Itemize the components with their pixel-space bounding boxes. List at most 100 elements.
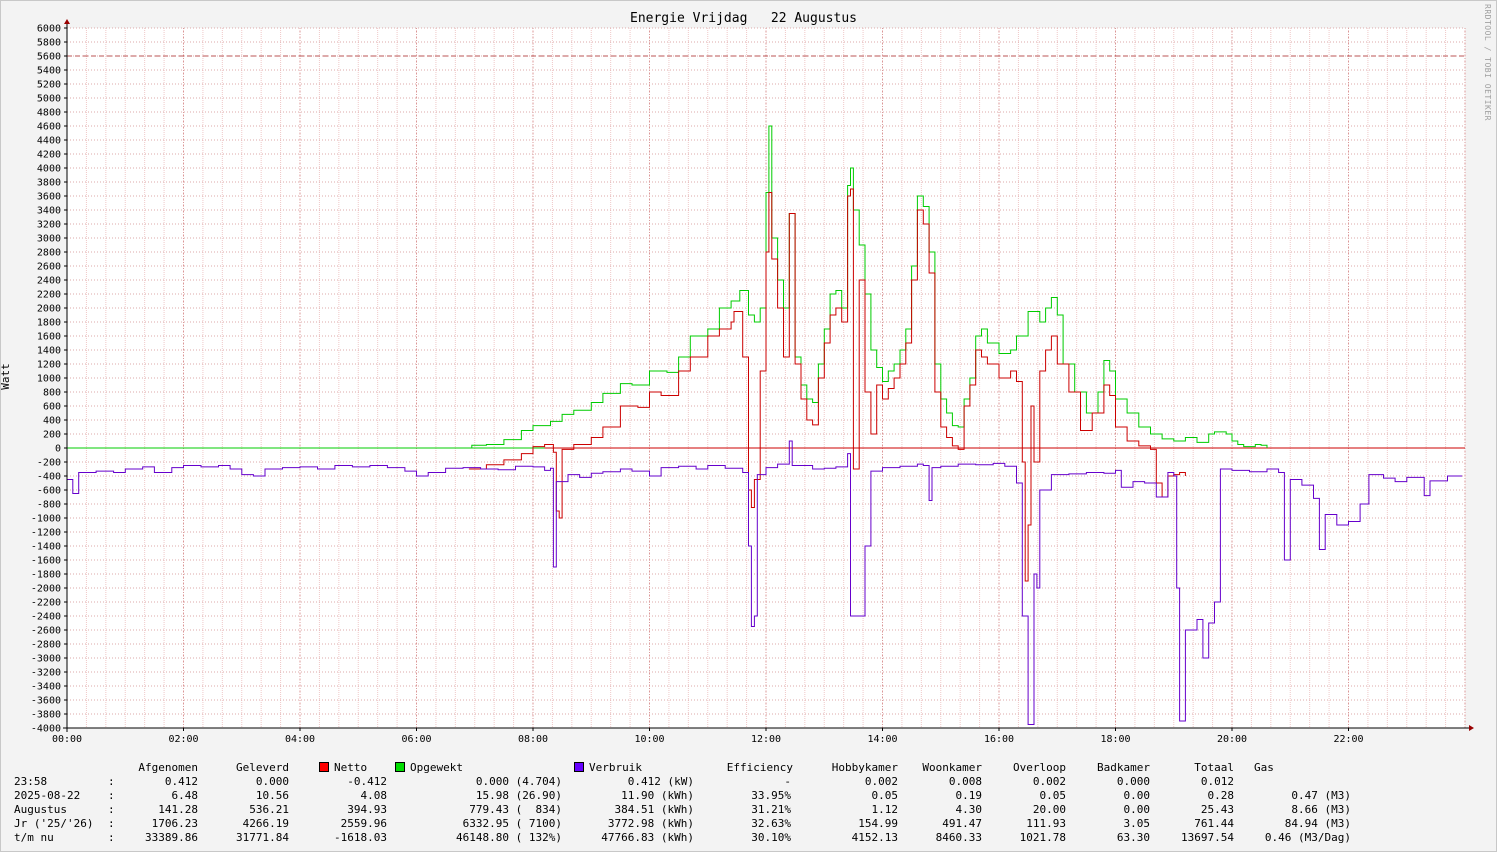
legend-header <box>108 761 118 775</box>
legend-header-row: Afgenomen Geleverd Netto Opgewekt Verbruik Ef… <box>14 761 1351 775</box>
y-tick-label: 5600 <box>37 52 61 63</box>
y-tick-label: 4400 <box>37 136 61 147</box>
y-tick-label: -4000 <box>31 724 61 735</box>
y-tick-label: -3600 <box>31 696 61 707</box>
legend-header: Opgewekt <box>387 761 562 775</box>
legend-cell: : <box>108 789 115 802</box>
legend-cell: 536.21 <box>249 803 289 816</box>
legend-cell: 84.94 (M3) <box>1284 817 1351 830</box>
legend-cell: 0.002 <box>864 775 898 788</box>
legend-cell: 111.93 <box>1026 817 1066 830</box>
legend-cell <box>1234 775 1351 789</box>
legend-cell: 394.93 <box>347 803 387 816</box>
legend-cell: 33389.86 <box>145 831 198 844</box>
legend-cell: 1021.78 <box>1019 831 1066 844</box>
legend-cell: 31771.84 <box>236 831 289 844</box>
y-tick-label: -2800 <box>31 640 61 651</box>
legend-cell: 6332.95 ( 7100) <box>462 817 562 830</box>
y-tick-label: -1200 <box>31 528 61 539</box>
legend-cell: 23:58 <box>14 775 48 788</box>
x-tick-label: 00:00 <box>52 734 82 745</box>
legend-cell: 8460.33 <box>935 831 982 844</box>
y-tick-label: -1000 <box>31 514 61 525</box>
legend-header: Afgenomen <box>138 761 198 774</box>
y-tick-label: 2800 <box>37 248 61 259</box>
y-tick-label: 5800 <box>37 38 61 49</box>
legend-cell: 1.12 <box>871 803 899 816</box>
series-netto <box>468 188 1186 582</box>
legend-cell: 47766.83 (kWh) <box>601 831 694 844</box>
legend-row: Jr ('25/'26): 1706.23 4266.19 2559.96 6332.9… <box>14 817 1351 831</box>
y-tick-label: 2600 <box>37 262 61 273</box>
legend-cell: 46148.80 ( 132%) <box>456 831 562 844</box>
legend-cell: t/m nu <box>14 831 54 844</box>
legend-header: Badkamer <box>1097 761 1150 774</box>
y-tick-label: -800 <box>37 500 61 511</box>
y-tick-label: 800 <box>43 388 61 399</box>
legend-header: Gas <box>1254 761 1274 774</box>
energy-chart: 6000580056005400520050004800460044004200… <box>31 19 1474 745</box>
x-axis-ticks: 00:00 02:00 04:00 06:00 08:00 10:00 12:00 14:00… <box>52 728 1364 745</box>
y-tick-label: -2200 <box>31 598 61 609</box>
x-tick-label: 14:00 <box>867 734 897 745</box>
chart-title: Energie Vrijdag 22 Augustus <box>630 11 857 26</box>
y-tick-label: 3400 <box>37 206 61 217</box>
y-tick-label: -1600 <box>31 556 61 567</box>
y-axis-arrow <box>64 19 70 24</box>
legend-cell: 4.30 <box>955 803 983 816</box>
legend-cell: 491.47 <box>942 817 982 830</box>
legend-cell: 2559.96 <box>340 817 387 830</box>
legend-cell: 31.21% <box>751 803 791 816</box>
x-axis-arrow <box>1469 725 1474 731</box>
x-tick-label: 18:00 <box>1100 734 1130 745</box>
legend-cell: 10.56 <box>255 789 289 802</box>
legend-cell: -0.412 <box>347 775 387 788</box>
legend-row: 23:58: 0.412 0.000 -0.412 0.000 (4.704) 0.412… <box>14 775 1351 789</box>
legend-cell: 3772.98 (kWh) <box>607 817 694 830</box>
legend-cell: -1618.03 <box>334 831 387 844</box>
legend-row: 2025-08-22: 6.48 10.56 4.08 15.98 (26.90) 11.… <box>14 789 1351 803</box>
x-tick-label: 22:00 <box>1333 734 1363 745</box>
legend-header: Totaal <box>1194 761 1234 774</box>
legend-cell: 0.05 <box>1039 789 1067 802</box>
legend-cell: 0.002 <box>1032 775 1066 788</box>
legend-cell: 0.46 (M3/Dag) <box>1264 831 1351 844</box>
axes <box>63 19 1474 732</box>
y-tick-label: -400 <box>37 472 61 483</box>
x-tick-label: 08:00 <box>518 734 548 745</box>
y-tick-label: 6000 <box>37 24 61 35</box>
legend-header: Hobbykamer <box>831 761 898 774</box>
y-tick-label: 1600 <box>37 332 61 343</box>
x-tick-label: 10:00 <box>634 734 664 745</box>
legend-cell: 384.51 (kWh) <box>614 803 694 816</box>
y-tick-label: 1800 <box>37 318 61 329</box>
rrdtool-watermark: RRDTOOL / TOBI OETIKER <box>1483 4 1492 121</box>
legend-cell: 0.05 <box>871 789 899 802</box>
legend-cell: 0.19 <box>955 789 983 802</box>
y-tick-label: -3000 <box>31 654 61 665</box>
legend-row: t/m nu: 33389.86 31771.84 -1618.03 46148.80 … <box>14 831 1351 845</box>
legend-cell: 1706.23 <box>151 817 198 830</box>
legend-cell: 25.43 <box>1200 803 1234 816</box>
legend-cell: 0.412 <box>164 775 198 788</box>
x-tick-label: 04:00 <box>285 734 315 745</box>
legend-cell: 0.008 <box>948 775 982 788</box>
y-tick-label: 5200 <box>37 80 61 91</box>
y-tick-label: 4000 <box>37 164 61 175</box>
y-tick-label: -2400 <box>31 612 61 623</box>
legend-header: Netto <box>289 761 387 775</box>
y-tick-label: -1800 <box>31 570 61 581</box>
y-tick-label: 200 <box>43 430 61 441</box>
y-tick-label: 3200 <box>37 220 61 231</box>
legend-cell: : <box>108 775 115 788</box>
legend-row: Augustus: 141.28 536.21 394.93 779.43 ( 834)… <box>14 803 1351 817</box>
y-tick-label: 0 <box>55 444 61 455</box>
legend-table: Afgenomen Geleverd Netto Opgewekt Verbruik Ef… <box>14 761 1351 845</box>
legend-cell: 0.000 <box>255 775 289 788</box>
y-tick-label: -3400 <box>31 682 61 693</box>
legend-cell: 4152.13 <box>851 831 898 844</box>
legend-cell: 761.44 <box>1194 817 1234 830</box>
legend-cell: 3.05 <box>1123 817 1151 830</box>
y-tick-label: 4600 <box>37 122 61 133</box>
y-tick-label: 2000 <box>37 304 61 315</box>
